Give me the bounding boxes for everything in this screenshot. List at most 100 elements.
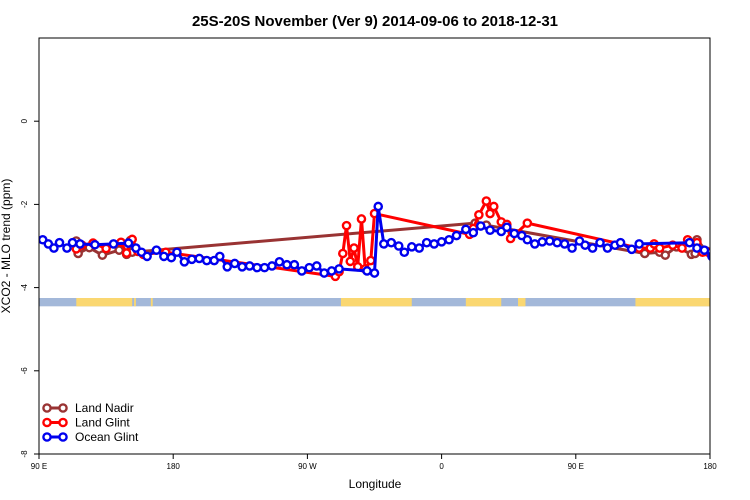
data-point [54, 237, 65, 248]
legend-item: Land Nadir [42, 401, 134, 415]
y-tick-label: -8 [20, 450, 29, 458]
data-point [580, 240, 590, 250]
data-point [692, 243, 702, 253]
data-point [97, 250, 108, 260]
data-point [468, 227, 479, 238]
data-point [421, 237, 432, 248]
data-point [326, 266, 337, 276]
data-point [151, 245, 162, 255]
y-axis-label: XCO2 - MLO trend (ppm) [0, 179, 13, 314]
legend-label: Ocean Glint [75, 430, 139, 444]
data-point [429, 239, 439, 249]
data-point [684, 237, 695, 248]
data-point [338, 248, 348, 259]
land-segment [340, 298, 412, 307]
data-point [356, 214, 367, 224]
data-point [602, 243, 613, 253]
legend-marker [42, 432, 52, 442]
data-point [474, 209, 484, 220]
data-point [386, 237, 397, 248]
data-point [626, 244, 637, 255]
data-point [123, 238, 134, 248]
x-tick-label: 90 W [298, 462, 317, 471]
data-point [379, 239, 389, 249]
x-tick-label: 180 [167, 462, 181, 471]
data-point [615, 237, 626, 248]
land-ocean-band [39, 298, 710, 307]
y-tick-label: -6 [20, 367, 29, 375]
legend-marker [42, 417, 52, 428]
data-point [142, 251, 152, 262]
y-tick-label: 0 [20, 118, 29, 123]
data-point [559, 239, 570, 249]
legend-marker [58, 403, 68, 413]
x-axis: 90 E 180 90 W 0 90 E 180 [31, 454, 717, 471]
land-segment [76, 298, 133, 307]
data-point [485, 225, 495, 235]
data-point [349, 243, 359, 253]
land-segment [134, 298, 136, 307]
plot-frame [38, 37, 711, 455]
data-point [282, 259, 292, 270]
chart-title: 25S-20S November (Ver 9) 2014-09-06 to 2… [192, 13, 558, 30]
data-point [166, 252, 177, 263]
land-segment [465, 298, 502, 307]
data-point [75, 239, 85, 249]
legend-label: Land Nadir [75, 401, 134, 415]
data-point [552, 237, 562, 248]
data-point [289, 259, 300, 270]
data-point [461, 224, 471, 235]
data-point [114, 245, 124, 255]
data-point [567, 243, 577, 253]
data-point [49, 243, 59, 253]
legend-marker [42, 403, 52, 413]
data-point [341, 220, 352, 231]
legend-item: Ocean Glint [42, 430, 139, 444]
data-point [90, 239, 100, 250]
data-point [488, 201, 499, 212]
land-segment [635, 298, 710, 307]
data-point [699, 245, 710, 255]
x-tick-label: 90 E [568, 462, 584, 471]
x-tick-label: 90 E [31, 462, 47, 471]
data-point [639, 248, 650, 259]
data-point [274, 257, 285, 267]
data-point [595, 237, 605, 248]
data-point [475, 221, 486, 231]
data-point [723, 252, 730, 259]
data-point [444, 234, 454, 245]
data-point [259, 262, 270, 273]
data-point [62, 243, 72, 253]
data-point [731, 255, 738, 262]
legend-label: Land Glint [75, 416, 130, 430]
data-point [229, 258, 240, 269]
x-tick-label: 0 [439, 462, 444, 471]
data-point [214, 251, 225, 262]
data-point [159, 251, 169, 262]
land-segment [150, 298, 153, 307]
data-point [267, 261, 277, 271]
data-point [481, 196, 492, 206]
data-point [252, 262, 262, 273]
data-point [393, 241, 404, 251]
x-axis-label: Longitude [349, 477, 402, 491]
data-point [485, 208, 495, 219]
y-tick-label: -4 [20, 283, 29, 291]
data-point [399, 247, 410, 258]
data-point [304, 262, 315, 273]
data-point [365, 255, 376, 266]
data-point [707, 251, 710, 261]
data-point [369, 268, 380, 278]
legend-item: Land Glint [42, 416, 130, 430]
data-point [414, 243, 425, 253]
data-point [451, 230, 462, 241]
data-point [362, 266, 372, 276]
data-point [716, 249, 723, 256]
data-point [529, 239, 540, 249]
data-point [67, 237, 78, 248]
data-point [244, 261, 255, 271]
data-point [522, 234, 533, 245]
data-point [654, 243, 665, 253]
